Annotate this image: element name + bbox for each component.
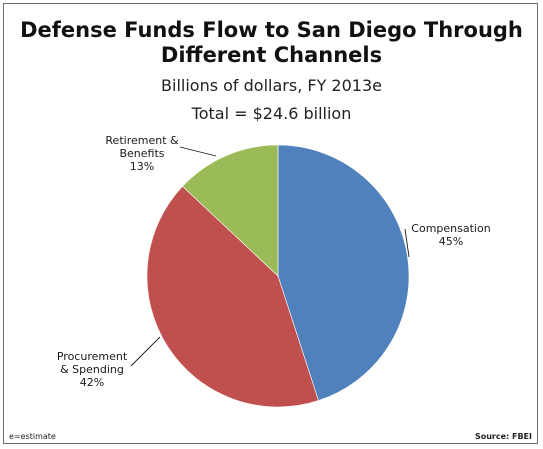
- slice-label-line: Retirement &: [105, 134, 179, 147]
- leader-line-compensation: [404, 228, 410, 258]
- source-note: Source: FBEI: [474, 432, 532, 441]
- pie-slice-procurement-spending: [146, 185, 319, 408]
- slice-label-retirement-benefits: Retirement & Benefits 13%: [105, 134, 179, 173]
- slice-label-line: Compensation: [411, 222, 490, 235]
- slice-label-line: 13%: [130, 160, 154, 173]
- slice-label-line: & Spending: [60, 363, 124, 376]
- leader-line-procurement-spending: [130, 336, 161, 367]
- chart-title-line-1: Defense Funds Flow to San Diego Through: [20, 18, 523, 42]
- pie-slice-retirement-benefits: [182, 144, 279, 277]
- pie-slice-labels: Compensation 45% Procurement & Spending 42% R…: [57, 134, 491, 389]
- slice-label-line: Benefits: [119, 147, 164, 160]
- slice-label-line: 42%: [80, 376, 104, 389]
- pie-leader-lines: [130, 146, 410, 367]
- pie-slices: [146, 144, 410, 408]
- slice-label-line: Procurement: [57, 350, 128, 363]
- chart-subtitle: Billions of dollars, FY 2013e: [161, 76, 382, 95]
- leader-line-retirement-benefits: [179, 146, 217, 157]
- slice-label-line: 45%: [439, 235, 463, 248]
- chart-title-line-2: Different Channels: [160, 43, 383, 67]
- slice-label-compensation: Compensation 45%: [411, 222, 490, 248]
- pie-slice-compensation: [277, 144, 410, 401]
- slice-label-procurement-spending: Procurement & Spending 42%: [57, 350, 128, 389]
- footnote-estimate: e=estimate: [9, 432, 56, 441]
- chart-title: Defense Funds Flow to San Diego Through …: [0, 18, 543, 68]
- chart-total: Total = $24.6 billion: [191, 104, 352, 123]
